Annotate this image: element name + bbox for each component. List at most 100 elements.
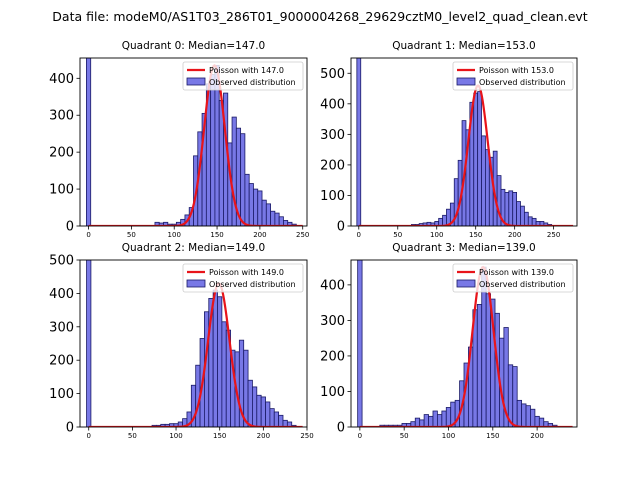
- x-tick-label: 100: [430, 231, 443, 239]
- x-tick-label: 50: [127, 231, 136, 239]
- histogram-spike-bar: [86, 260, 92, 427]
- x-tick-label: 50: [400, 432, 409, 440]
- poisson-curve: [88, 64, 303, 226]
- y-tick-label: 500: [49, 254, 74, 269]
- y-tick-label: 0: [337, 421, 345, 436]
- histogram-bar: [445, 407, 452, 427]
- x-tick-label: 250: [300, 432, 313, 440]
- legend-bars-swatch: [456, 279, 476, 288]
- y-tick-label: 0: [337, 220, 345, 235]
- y-tick-label: 200: [49, 354, 74, 369]
- histogram-bar: [243, 349, 249, 427]
- plot-area: [356, 58, 574, 226]
- y-tick-label: 300: [320, 314, 345, 329]
- histogram-bar: [240, 133, 246, 226]
- histogram-bar: [437, 414, 443, 427]
- histogram-spike-bar: [86, 58, 92, 226]
- legend: Poisson with 139.0 Observed distribution: [452, 263, 574, 293]
- x-tick-label: 50: [393, 231, 402, 239]
- legend-bars-swatch: [186, 279, 206, 288]
- histogram-bar: [274, 212, 280, 226]
- x-tick-label: 150: [213, 432, 226, 440]
- histogram-bar: [428, 415, 434, 427]
- histogram-bar: [210, 74, 216, 226]
- legend-box: [182, 263, 304, 293]
- y-tick-label: 300: [49, 109, 74, 124]
- legend-bars-swatch: [186, 77, 206, 86]
- histogram-bar: [221, 321, 227, 427]
- legend-curve-label: Poisson with 147.0: [209, 66, 284, 75]
- x-tick-label: 0: [86, 231, 90, 239]
- histogram-bar: [485, 293, 491, 427]
- x-tick-label: 150: [210, 231, 223, 239]
- poisson-curve: [359, 265, 573, 427]
- histogram-bar: [269, 408, 275, 427]
- histogram-bar: [432, 410, 438, 427]
- x-tick-label: 200: [530, 432, 543, 440]
- y-tick-label: 100: [49, 183, 74, 198]
- histogram-bar: [252, 386, 258, 427]
- y-tick-label: 300: [320, 128, 345, 143]
- histogram-bar: [217, 296, 223, 427]
- histogram-bar: [212, 289, 218, 427]
- histogram-bar: [273, 411, 280, 427]
- histogram-bar: [527, 216, 533, 226]
- panel-quadrant-0: 0 50 100 150 200 250 0 100 200 300 400 Quadrant 0: …: [49, 40, 309, 239]
- histogram-bar: [278, 216, 284, 226]
- panel-title: Quadrant 1: Median=153.0: [392, 40, 535, 52]
- histogram-bar: [516, 201, 521, 226]
- histogram-spike-bar: [356, 58, 362, 226]
- histogram-bar: [265, 203, 271, 226]
- histogram-bar: [423, 414, 429, 427]
- x-tick-label: 100: [169, 432, 182, 440]
- histogram-bar: [244, 173, 250, 226]
- legend-curve-label: Poisson with 139.0: [479, 268, 554, 277]
- legend-box: [452, 61, 574, 91]
- legend-bars-swatch: [456, 77, 476, 86]
- histogram-bar: [265, 401, 271, 427]
- poisson-curve: [358, 84, 574, 226]
- histogram-bar: [481, 135, 486, 226]
- legend-box: [182, 61, 304, 91]
- plot-area: [357, 260, 573, 427]
- panel-title: Quadrant 3: Median=139.0: [392, 242, 535, 254]
- histogram-bar: [485, 149, 490, 226]
- panels: 0 50 100 150 200 250 0 100 200 300 400 Quadrant 0: …: [49, 40, 578, 440]
- x-tick-label: 100: [442, 432, 455, 440]
- histogram-bar: [534, 415, 540, 427]
- y-tick-label: 100: [320, 385, 345, 400]
- x-tick-label: 0: [357, 231, 361, 239]
- y-tick-label: 400: [49, 72, 74, 87]
- legend: Poisson with 153.0 Observed distribution: [452, 61, 574, 91]
- legend-bars-label: Observed distribution: [479, 280, 566, 289]
- x-tick-label: 150: [486, 432, 499, 440]
- panel-quadrant-2: 0 50 100 150 200 250 0 100 200 300 400 500 Quadrant …: [49, 242, 314, 440]
- y-tick-label: 100: [320, 189, 345, 204]
- axes-frame: [350, 259, 578, 428]
- legend: Poisson with 147.0 Observed distribution: [182, 61, 304, 91]
- legend: Poisson with 149.0 Observed distribution: [182, 263, 304, 293]
- y-tick-label: 200: [320, 158, 345, 173]
- histogram-bar: [530, 408, 536, 427]
- histogram-bar: [508, 190, 514, 226]
- x-tick-label: 0: [86, 432, 90, 440]
- y-tick-label: 500: [320, 67, 345, 82]
- y-tick-label: 400: [320, 97, 345, 112]
- histogram-bar: [261, 199, 267, 226]
- x-tick-label: 150: [469, 231, 482, 239]
- histogram-bar: [516, 399, 523, 427]
- legend-box: [452, 263, 574, 293]
- panel-title: Quadrant 2: Median=149.0: [122, 242, 265, 254]
- x-tick-label: 200: [508, 231, 521, 239]
- histogram-bar: [538, 417, 545, 427]
- histogram-bar: [473, 92, 479, 226]
- panel-quadrant-1: 0 50 100 150 200 250 0 100 200 300 400 500 Quadrant …: [320, 40, 578, 239]
- x-tick-label: 250: [296, 231, 309, 239]
- histogram-bar: [512, 366, 518, 427]
- histogram-bar: [441, 410, 447, 427]
- histogram-bar: [278, 414, 284, 427]
- histogram-bar: [520, 205, 525, 226]
- legend-bars-label: Observed distribution: [209, 78, 296, 87]
- histogram-bar: [253, 188, 259, 226]
